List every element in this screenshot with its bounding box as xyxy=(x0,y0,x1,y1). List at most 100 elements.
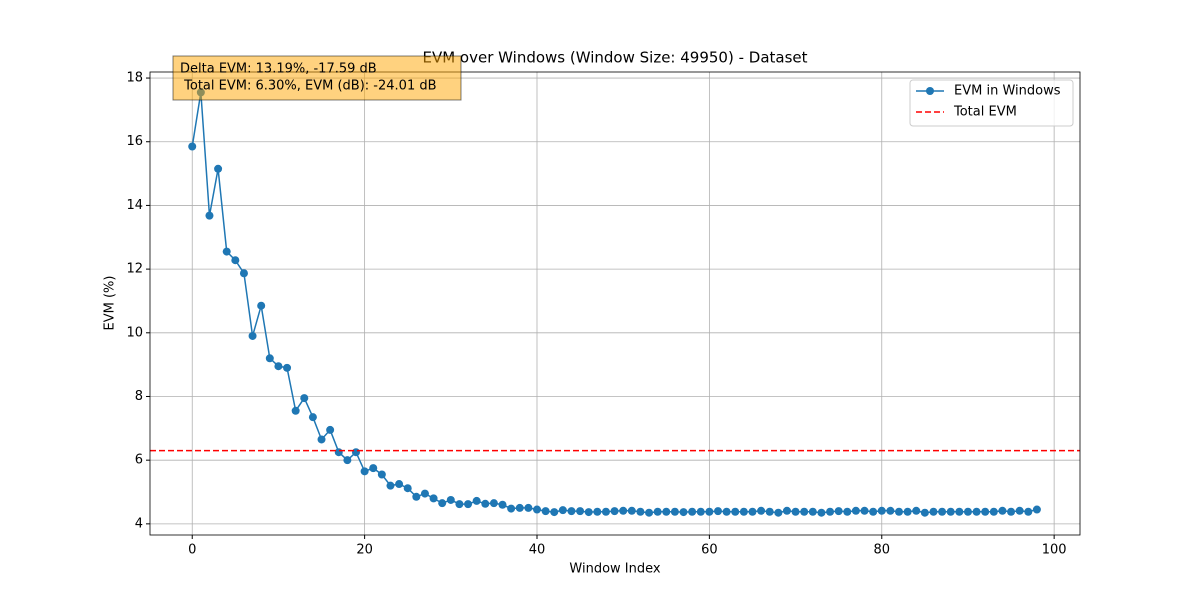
data-point xyxy=(791,507,800,516)
y-tick-label: 4 xyxy=(135,516,143,531)
data-point xyxy=(222,247,231,256)
data-point xyxy=(851,506,860,515)
data-point xyxy=(869,507,878,516)
data-point xyxy=(317,435,326,444)
data-point xyxy=(308,413,317,422)
data-point xyxy=(369,464,378,473)
data-point xyxy=(532,505,541,514)
data-point xyxy=(800,507,809,516)
y-tick-label: 18 xyxy=(126,71,143,86)
data-point xyxy=(989,507,998,516)
data-point xyxy=(653,507,662,516)
data-point xyxy=(438,499,447,508)
data-point xyxy=(739,507,748,516)
data-point xyxy=(610,507,619,516)
data-point xyxy=(464,500,473,509)
data-point xyxy=(670,507,679,516)
data-point xyxy=(645,508,654,517)
y-tick-label: 12 xyxy=(126,262,143,277)
data-point xyxy=(826,507,835,516)
legend-box xyxy=(909,79,1074,127)
x-tick-label: 0 xyxy=(188,543,196,558)
data-point xyxy=(567,507,576,516)
data-point xyxy=(377,470,386,479)
data-point xyxy=(894,507,903,516)
data-point xyxy=(998,506,1007,515)
data-point xyxy=(782,506,791,515)
data-point xyxy=(981,507,990,516)
data-point xyxy=(412,492,421,501)
data-point xyxy=(731,507,740,516)
annotation-box xyxy=(172,55,462,101)
data-point xyxy=(455,500,464,509)
x-axis-label: Window Index xyxy=(569,562,660,577)
data-point xyxy=(929,507,938,516)
data-point xyxy=(774,508,783,517)
data-point xyxy=(593,507,602,516)
chart-title: EVM over Windows (Window Size: 49950) - … xyxy=(422,49,807,67)
data-point xyxy=(963,507,972,516)
data-point xyxy=(326,425,335,434)
data-point xyxy=(231,256,240,265)
data-point xyxy=(343,456,352,465)
data-point xyxy=(446,495,455,504)
x-tick-label: 60 xyxy=(701,543,718,558)
data-point xyxy=(351,448,360,457)
data-point xyxy=(972,507,981,516)
legend-swatch xyxy=(926,87,934,95)
data-point xyxy=(300,394,309,403)
data-point xyxy=(886,506,895,515)
data-point xyxy=(1032,505,1041,514)
data-point xyxy=(688,507,697,516)
data-point xyxy=(524,503,533,512)
data-point xyxy=(705,507,714,516)
axes-frame xyxy=(149,71,1081,536)
data-point xyxy=(334,448,343,457)
x-tick-label: 100 xyxy=(1042,543,1067,558)
y-axis-label: EVM (%) xyxy=(103,276,118,331)
data-point xyxy=(395,480,404,489)
data-point xyxy=(696,507,705,516)
annotation-text: Total EVM: 6.30%, EVM (dB): -24.01 dB xyxy=(180,79,437,94)
data-point xyxy=(808,507,817,516)
data-point xyxy=(584,508,593,517)
data-point xyxy=(507,504,516,513)
data-point xyxy=(713,507,722,516)
data-point xyxy=(576,507,585,516)
data-point xyxy=(498,500,507,509)
data-point xyxy=(1007,507,1016,516)
x-tick-label: 20 xyxy=(356,543,373,558)
data-point xyxy=(429,494,438,503)
data-point xyxy=(627,506,636,515)
data-point xyxy=(541,507,550,516)
data-point xyxy=(239,269,248,278)
data-point xyxy=(386,481,395,490)
annotation-text: Delta EVM: 13.19%, -17.59 dB xyxy=(180,62,377,77)
data-point xyxy=(481,499,490,508)
data-point xyxy=(1015,506,1024,515)
data-point xyxy=(601,507,610,516)
data-point xyxy=(205,211,214,220)
data-point xyxy=(920,508,929,517)
data-point xyxy=(214,164,223,173)
data-point xyxy=(748,507,757,516)
data-point xyxy=(1024,507,1033,516)
data-point xyxy=(265,354,274,363)
data-point xyxy=(472,496,481,505)
y-tick-label: 16 xyxy=(126,134,143,149)
data-point xyxy=(257,301,266,310)
data-point xyxy=(515,503,524,512)
data-point xyxy=(757,506,766,515)
x-tick-label: 80 xyxy=(873,543,890,558)
data-point xyxy=(834,507,843,516)
data-point xyxy=(188,142,197,151)
data-point xyxy=(558,506,567,515)
data-point xyxy=(636,507,645,516)
data-point xyxy=(679,508,688,517)
x-tick-label: 40 xyxy=(529,543,546,558)
y-tick-label: 6 xyxy=(135,453,143,468)
data-point xyxy=(360,467,369,476)
data-point xyxy=(912,506,921,515)
data-point xyxy=(938,507,947,516)
